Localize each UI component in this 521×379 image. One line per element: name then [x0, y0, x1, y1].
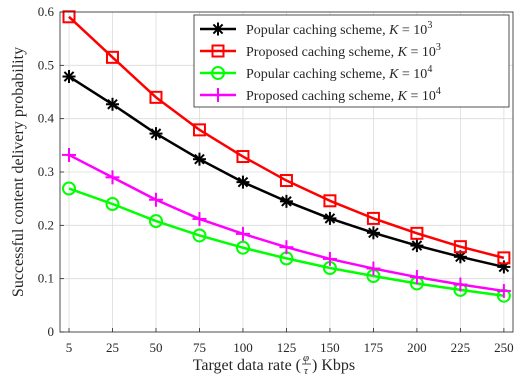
x-tick-label: 200 — [407, 340, 427, 355]
data-point — [105, 170, 120, 185]
legend-label: Popular caching scheme, K = 104 — [246, 64, 432, 82]
data-point — [453, 240, 467, 254]
y-axis-label: Successful content delivery probability — [10, 47, 27, 297]
data-point — [366, 261, 381, 276]
legend-marker — [211, 66, 225, 80]
data-point — [105, 197, 120, 211]
data-point — [322, 251, 337, 266]
legend-label: Proposed caching scheme, K = 104 — [246, 86, 441, 104]
x-tick-label: 125 — [277, 340, 297, 355]
data-point — [105, 50, 119, 64]
legend-entry: Popular caching scheme, K = 104 — [200, 64, 432, 82]
data-point — [149, 90, 163, 104]
data-point — [279, 194, 293, 208]
y-tick-label: 0 — [48, 324, 55, 339]
x-axis-label: Target data rate ( φ τ ) Kbps — [193, 352, 355, 377]
data-point — [149, 127, 163, 141]
legend-entry: Proposed caching scheme, K = 103 — [200, 42, 441, 60]
data-point — [62, 10, 76, 24]
data-point — [497, 251, 511, 265]
data-point — [192, 228, 207, 243]
x-tick-label: 225 — [451, 340, 471, 355]
data-point — [410, 239, 424, 253]
y-tick-label: 0.5 — [38, 57, 54, 72]
series-layer — [62, 10, 511, 303]
data-point — [366, 226, 380, 240]
legend-marker — [211, 44, 225, 58]
y-tick-label: 0.1 — [38, 271, 54, 286]
data-point — [192, 152, 206, 166]
y-tick-label: 0.6 — [38, 4, 55, 19]
legend-entry: Proposed caching scheme, K = 104 — [200, 86, 441, 104]
legend-marker — [211, 22, 225, 36]
x-axis-label-denominator: τ — [304, 365, 309, 377]
data-point — [496, 283, 511, 298]
ticks: 0 0.1 0.2 0.3 0.4 0.5 0.6 5 25 50 75 100 125 150 175 20… — [38, 4, 514, 355]
data-point — [62, 147, 76, 162]
data-point — [235, 240, 250, 255]
series-2 — [62, 10, 511, 265]
x-tick-label: 150 — [320, 340, 340, 355]
data-point — [192, 211, 207, 226]
x-axis-label-after: ) Kbps — [312, 357, 355, 374]
series-line — [68, 187, 505, 297]
data-point — [410, 226, 424, 240]
data-point — [409, 270, 424, 285]
data-point — [148, 192, 163, 207]
x-tick-label: 5 — [66, 340, 73, 355]
x-tick-label: 175 — [364, 340, 384, 355]
data-point — [279, 174, 293, 188]
data-point — [148, 214, 163, 229]
data-point — [236, 150, 250, 164]
data-point — [192, 123, 206, 137]
x-tick-label: 75 — [193, 340, 206, 355]
data-point — [105, 97, 119, 111]
x-tick-label: 100 — [233, 340, 253, 355]
legend-label: Popular caching scheme, K = 103 — [246, 20, 432, 38]
data-point — [366, 211, 380, 225]
x-axis-label-numerator: φ — [303, 352, 309, 364]
x-tick-label: 50 — [149, 340, 162, 355]
legend-marker — [211, 88, 225, 102]
data-point — [279, 240, 294, 255]
legend: Popular caching scheme, K = 103 Proposed … — [193, 14, 510, 108]
data-point — [62, 181, 76, 196]
data-point — [453, 277, 468, 292]
data-point — [236, 175, 250, 189]
data-point — [323, 194, 337, 208]
series-4 — [62, 147, 511, 298]
data-point — [62, 70, 76, 84]
series-3 — [62, 181, 511, 303]
data-point — [323, 211, 337, 225]
x-axis-label-before: Target data rate ( — [193, 357, 301, 374]
legend-entry: Popular caching scheme, K = 103 — [200, 20, 432, 38]
legend-box — [193, 14, 510, 108]
x-tick-label: 25 — [106, 340, 119, 355]
legend-label: Proposed caching scheme, K = 103 — [246, 42, 441, 60]
series-1 — [62, 70, 511, 274]
series-line — [68, 15, 505, 260]
data-point — [235, 226, 250, 241]
y-tick-label: 0.4 — [38, 111, 55, 126]
x-tick-label: 250 — [494, 340, 514, 355]
y-tick-label: 0.3 — [38, 164, 54, 179]
y-tick-label: 0.2 — [38, 217, 54, 232]
